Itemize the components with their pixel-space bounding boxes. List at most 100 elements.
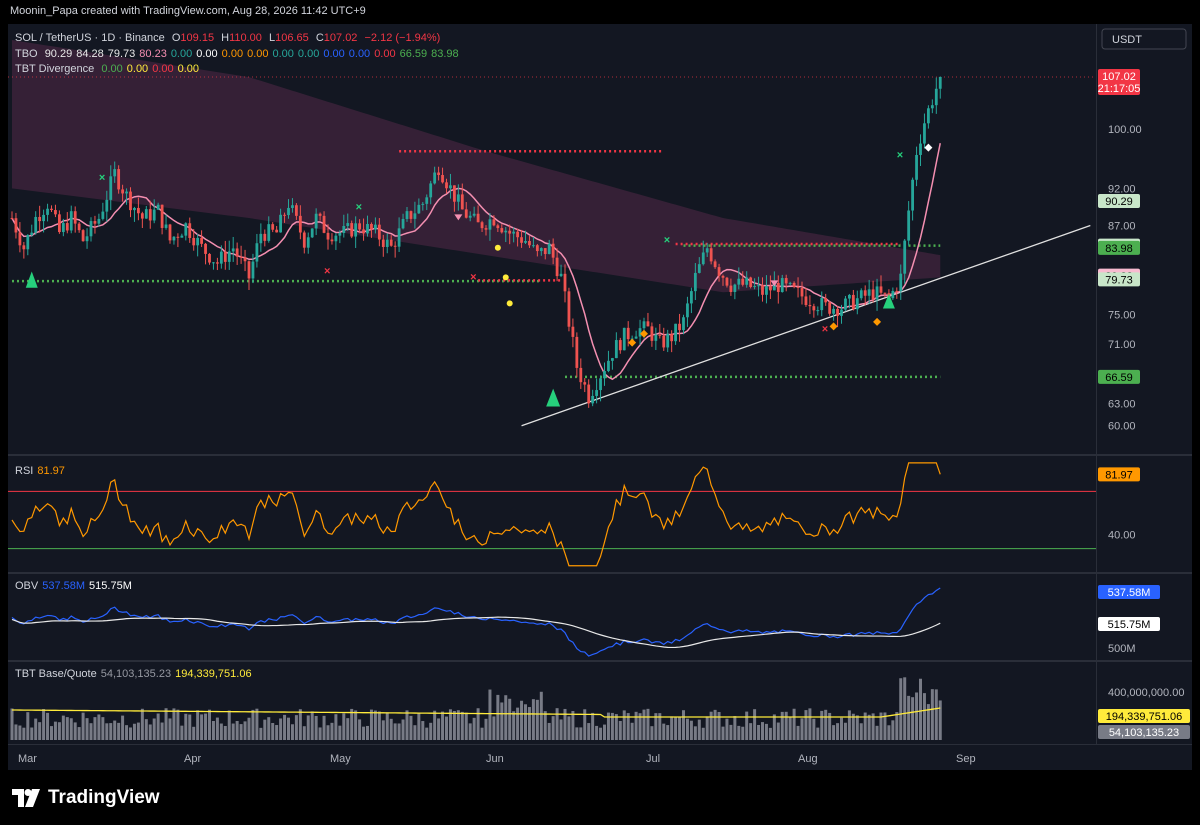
- chart-svg[interactable]: 100.00 92.00 87.00 75.00 71.00 63.00 60.00 × × × ×…: [8, 24, 1192, 770]
- candle-74: [302, 230, 306, 254]
- obv-label[interactable]: OBV: [15, 580, 39, 592]
- volume-bar-82: [334, 714, 338, 740]
- candle-23: [101, 202, 105, 221]
- candle-body: [125, 191, 128, 194]
- candle-61: [251, 253, 255, 284]
- candle-body: [618, 340, 622, 351]
- candle-27: [117, 165, 121, 194]
- candle-body: [772, 282, 776, 291]
- open-label: O: [171, 32, 181, 44]
- volume-bar-170: [682, 710, 685, 740]
- candle-110: [445, 178, 448, 194]
- volume-bar-28: [121, 715, 125, 740]
- candle-91: [370, 222, 373, 238]
- candle-212: [848, 293, 851, 309]
- volume-bar-104: [421, 721, 425, 740]
- symbol-label[interactable]: SOL / TetherUS · 1D · Binance: [15, 32, 165, 44]
- candle-body: [160, 204, 164, 228]
- obv-legend[interactable]: OBV 537.58M 515.75M: [15, 580, 136, 592]
- candle-30: [129, 187, 132, 218]
- divergence-legend[interactable]: TBT Divergence 0.00 0.00 0.00 0.00: [15, 63, 203, 75]
- candle-body: [61, 223, 65, 233]
- volume-bar-194: [776, 722, 780, 740]
- main-legend[interactable]: SOL / TetherUS · 1D · Binance O109.15 H1…: [15, 32, 444, 44]
- candle-body: [129, 191, 132, 211]
- candle-body: [911, 179, 914, 211]
- volume-bar-129: [520, 700, 524, 740]
- rsi-label[interactable]: RSI: [15, 465, 34, 477]
- candle-218: [871, 280, 875, 303]
- candle-body: [547, 243, 551, 255]
- candle-body: [381, 239, 385, 247]
- volume-bar-161: [646, 708, 650, 740]
- candle-body: [81, 230, 85, 242]
- tbo-fast-ma: [11, 143, 941, 381]
- base-quote-legend[interactable]: TBT Base/Quote 54,103,135.23 194,339,751.0…: [15, 668, 256, 680]
- volume-bar-52: [215, 717, 219, 740]
- volume-bar-22: [97, 714, 101, 740]
- candle-19: [85, 228, 89, 249]
- candle-37: [156, 202, 160, 211]
- candle-181: [725, 276, 729, 288]
- candle-184: [737, 267, 741, 290]
- candle-214: [855, 290, 859, 315]
- rsi-tag: 81.97: [1105, 469, 1133, 481]
- high-value: 110.00: [229, 32, 262, 44]
- candle-body: [642, 321, 646, 329]
- currency-button[interactable]: USDT: [1112, 34, 1142, 46]
- candle-body: [263, 233, 267, 241]
- volume-bar-117: [472, 717, 476, 740]
- candle-body: [291, 205, 294, 208]
- volume-bar-126: [508, 698, 512, 740]
- candle-body: [144, 209, 148, 219]
- tbo-value-11: 0.00: [348, 48, 371, 60]
- volume-bar-63: [259, 727, 263, 740]
- volume-bar-219: [875, 725, 879, 740]
- brand-label: TradingView: [48, 787, 160, 808]
- candle-151: [607, 350, 610, 373]
- candle-body: [662, 335, 666, 348]
- volume-bar-10: [50, 726, 53, 740]
- tbo-legend[interactable]: TBO 90.29 84.28 79.73 80.23 0.00 0.00 0.00 0.00…: [15, 48, 463, 60]
- candle-body: [184, 223, 188, 236]
- volume-bar-25: [109, 723, 113, 740]
- volume-bar-149: [599, 727, 603, 740]
- volume-bar-76: [310, 711, 314, 740]
- candle-46: [192, 229, 196, 251]
- candle-170: [682, 314, 685, 335]
- tbo-label[interactable]: TBO: [15, 48, 38, 60]
- candle-31: [133, 206, 136, 222]
- obv-tag-1: 515.75M: [1108, 619, 1151, 631]
- candle-117: [472, 206, 476, 218]
- change-value: −2.12 (−1.94%): [364, 32, 441, 44]
- volume-bar-137: [551, 716, 555, 740]
- divergence-label[interactable]: TBT Divergence: [15, 63, 95, 75]
- price-tag-3: 83.98: [1105, 243, 1133, 255]
- candle-body: [804, 296, 808, 305]
- candle-body: [204, 243, 207, 254]
- time-tick-4: Jul: [646, 753, 660, 765]
- candle-body: [607, 360, 610, 372]
- volume-bar-14: [65, 717, 69, 740]
- volume-bar-84: [342, 713, 346, 740]
- obv-ma-line: [11, 616, 941, 649]
- candle-body: [575, 336, 579, 368]
- rsi-legend[interactable]: RSI 81.97: [15, 465, 69, 477]
- candle-body: [468, 215, 472, 218]
- candle-10: [50, 205, 53, 213]
- candle-body: [753, 286, 756, 288]
- candle-body: [883, 292, 887, 294]
- candle-body: [796, 286, 800, 288]
- base-quote-label[interactable]: TBT Base/Quote: [15, 668, 97, 680]
- base-quote-tag-0: 194,339,751.06: [1106, 711, 1182, 723]
- candle-9: [46, 203, 49, 222]
- candle-40: [168, 223, 172, 244]
- price-tag-5: 79.73: [1105, 274, 1133, 286]
- tradingview-logo[interactable]: TradingView: [12, 787, 160, 809]
- candle-161: [646, 312, 650, 327]
- candle-125: [504, 227, 508, 243]
- candle-202: [808, 295, 812, 315]
- candle-104: [421, 202, 425, 211]
- chart-area[interactable]: 100.00 92.00 87.00 75.00 71.00 63.00 60.00 × × × ×…: [8, 24, 1192, 770]
- volume-bar-142: [571, 711, 575, 740]
